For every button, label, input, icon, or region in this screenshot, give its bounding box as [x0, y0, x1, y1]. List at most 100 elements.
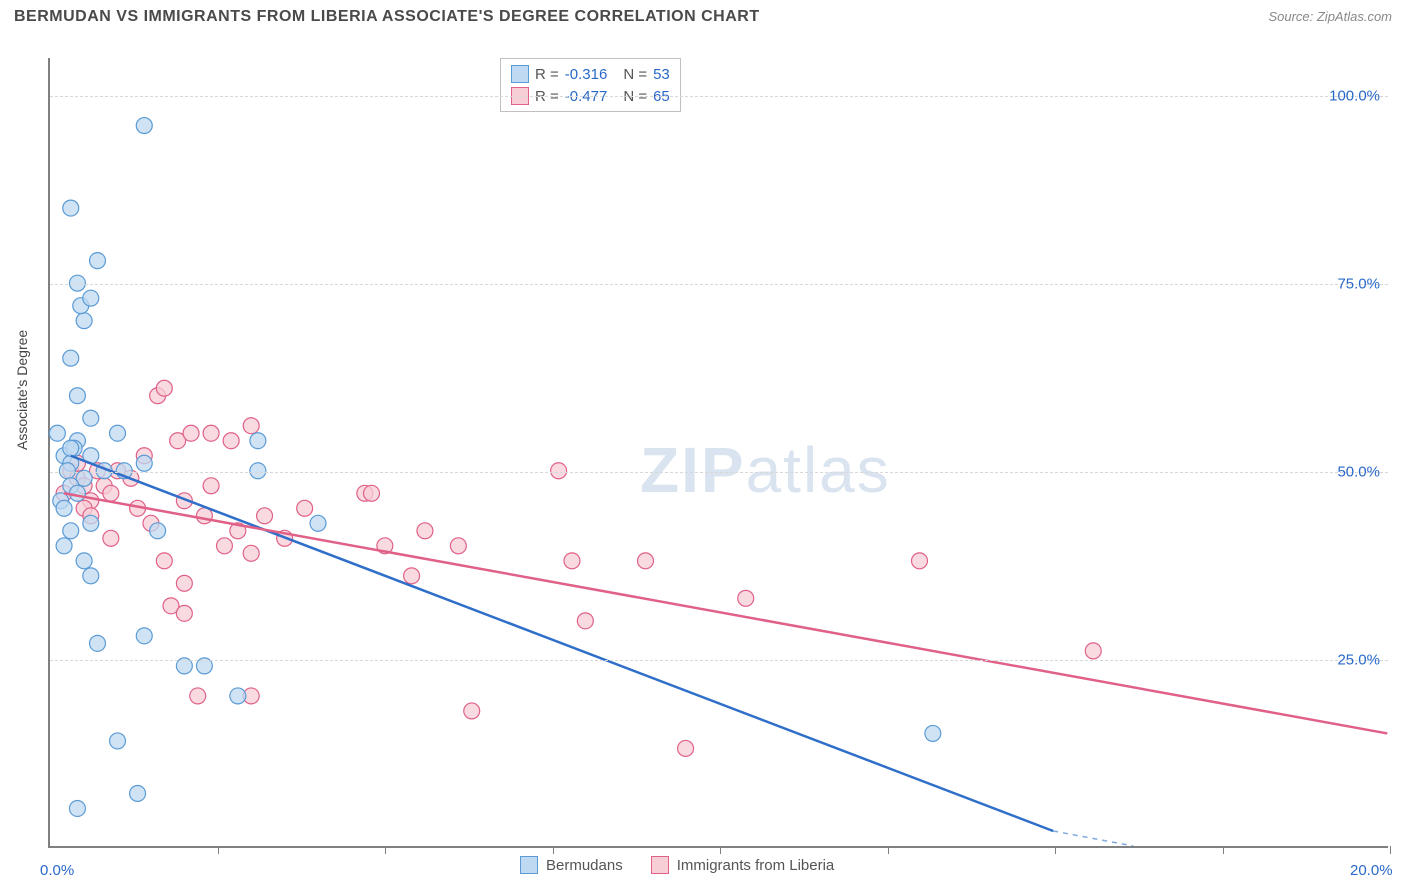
scatter-point [103, 485, 119, 501]
y-tick-label: 50.0% [1337, 463, 1380, 480]
scatter-point [1085, 643, 1101, 659]
x-tick-label-20: 20.0% [1350, 862, 1393, 879]
scatter-point [250, 433, 266, 449]
source-attribution: Source: ZipAtlas.com [1268, 9, 1392, 24]
plot-area: ZIPatlas R = -0.316 N = 53 R = -0.477 N … [48, 58, 1388, 848]
scatter-point [738, 590, 754, 606]
scatter-point [250, 463, 266, 479]
stats-r-label: R = [535, 66, 559, 83]
x-tick-label-0: 0.0% [40, 862, 74, 879]
scatter-point [63, 523, 79, 539]
scatter-point [69, 485, 85, 501]
scatter-point [190, 688, 206, 704]
legend-label-bermudans: Bermudans [546, 857, 623, 874]
scatter-point [150, 523, 166, 539]
trend-line [64, 493, 1387, 733]
scatter-point [243, 418, 259, 434]
scatter-point [243, 545, 259, 561]
scatter-point [69, 800, 85, 816]
scatter-point [678, 740, 694, 756]
y-axis-label: Associate's Degree [14, 330, 30, 450]
legend-item-liberia: Immigrants from Liberia [651, 856, 835, 874]
scatter-point [577, 613, 593, 629]
scatter-point [89, 635, 105, 651]
scatter-point [551, 463, 567, 479]
scatter-point [69, 388, 85, 404]
stats-n-label: N = [623, 66, 647, 83]
x-tick [1223, 846, 1224, 854]
legend-item-bermudans: Bermudans [520, 856, 623, 874]
stats-legend-box: R = -0.316 N = 53 R = -0.477 N = 65 [500, 58, 681, 112]
scatter-point [417, 523, 433, 539]
gridline [50, 472, 1388, 473]
scatter-point [176, 605, 192, 621]
y-tick-label: 25.0% [1337, 651, 1380, 668]
scatter-point [364, 485, 380, 501]
scatter-point [103, 530, 119, 546]
scatter-point [56, 500, 72, 516]
y-tick-label: 100.0% [1329, 87, 1380, 104]
scatter-point [83, 515, 99, 531]
trend-line [71, 456, 1053, 831]
legend-swatch-bermudans [520, 856, 538, 874]
scatter-point [203, 478, 219, 494]
chart-header: BERMUDAN VS IMMIGRANTS FROM LIBERIA ASSO… [0, 0, 1406, 32]
scatter-point [257, 508, 273, 524]
chart-title: BERMUDAN VS IMMIGRANTS FROM LIBERIA ASSO… [14, 8, 760, 26]
stats-row-bermudans: R = -0.316 N = 53 [511, 63, 670, 85]
scatter-point [130, 785, 146, 801]
scatter-point [136, 628, 152, 644]
scatter-point [76, 553, 92, 569]
scatter-point [297, 500, 313, 516]
scatter-point [176, 575, 192, 591]
x-tick [218, 846, 219, 854]
legend-swatch-liberia [651, 856, 669, 874]
scatter-point [110, 425, 126, 441]
scatter-point [63, 200, 79, 216]
scatter-point [912, 553, 928, 569]
x-tick [1390, 846, 1391, 854]
scatter-point [83, 568, 99, 584]
x-tick [720, 846, 721, 854]
stats-n-value-bermudans: 53 [653, 66, 670, 83]
x-tick [553, 846, 554, 854]
scatter-point [464, 703, 480, 719]
scatter-point [925, 725, 941, 741]
stats-swatch-bermudans [511, 65, 529, 83]
scatter-point [156, 380, 172, 396]
scatter-point [230, 688, 246, 704]
scatter-point [110, 733, 126, 749]
gridline [50, 96, 1388, 97]
scatter-point [564, 553, 580, 569]
scatter-point [183, 425, 199, 441]
scatter-point [89, 253, 105, 269]
scatter-point [49, 425, 65, 441]
y-tick-label: 75.0% [1337, 275, 1380, 292]
scatter-point [156, 553, 172, 569]
scatter-point [59, 463, 75, 479]
x-tick [888, 846, 889, 854]
scatter-point [223, 433, 239, 449]
legend-label-liberia: Immigrants from Liberia [677, 857, 835, 874]
scatter-point [136, 455, 152, 471]
x-tick [385, 846, 386, 854]
scatter-point [310, 515, 326, 531]
scatter-point [216, 538, 232, 554]
scatter-point [136, 118, 152, 134]
scatter-point [56, 538, 72, 554]
plot-svg [50, 58, 1388, 846]
scatter-point [76, 313, 92, 329]
scatter-point [63, 350, 79, 366]
scatter-point [83, 290, 99, 306]
scatter-point [450, 538, 466, 554]
bottom-legend: Bermudans Immigrants from Liberia [520, 856, 834, 874]
scatter-point [404, 568, 420, 584]
trend-line-extrapolated [1053, 831, 1133, 846]
x-tick [1055, 846, 1056, 854]
gridline [50, 660, 1388, 661]
scatter-point [63, 440, 79, 456]
stats-r-value-bermudans: -0.316 [565, 66, 608, 83]
scatter-point [638, 553, 654, 569]
gridline [50, 284, 1388, 285]
scatter-point [83, 410, 99, 426]
